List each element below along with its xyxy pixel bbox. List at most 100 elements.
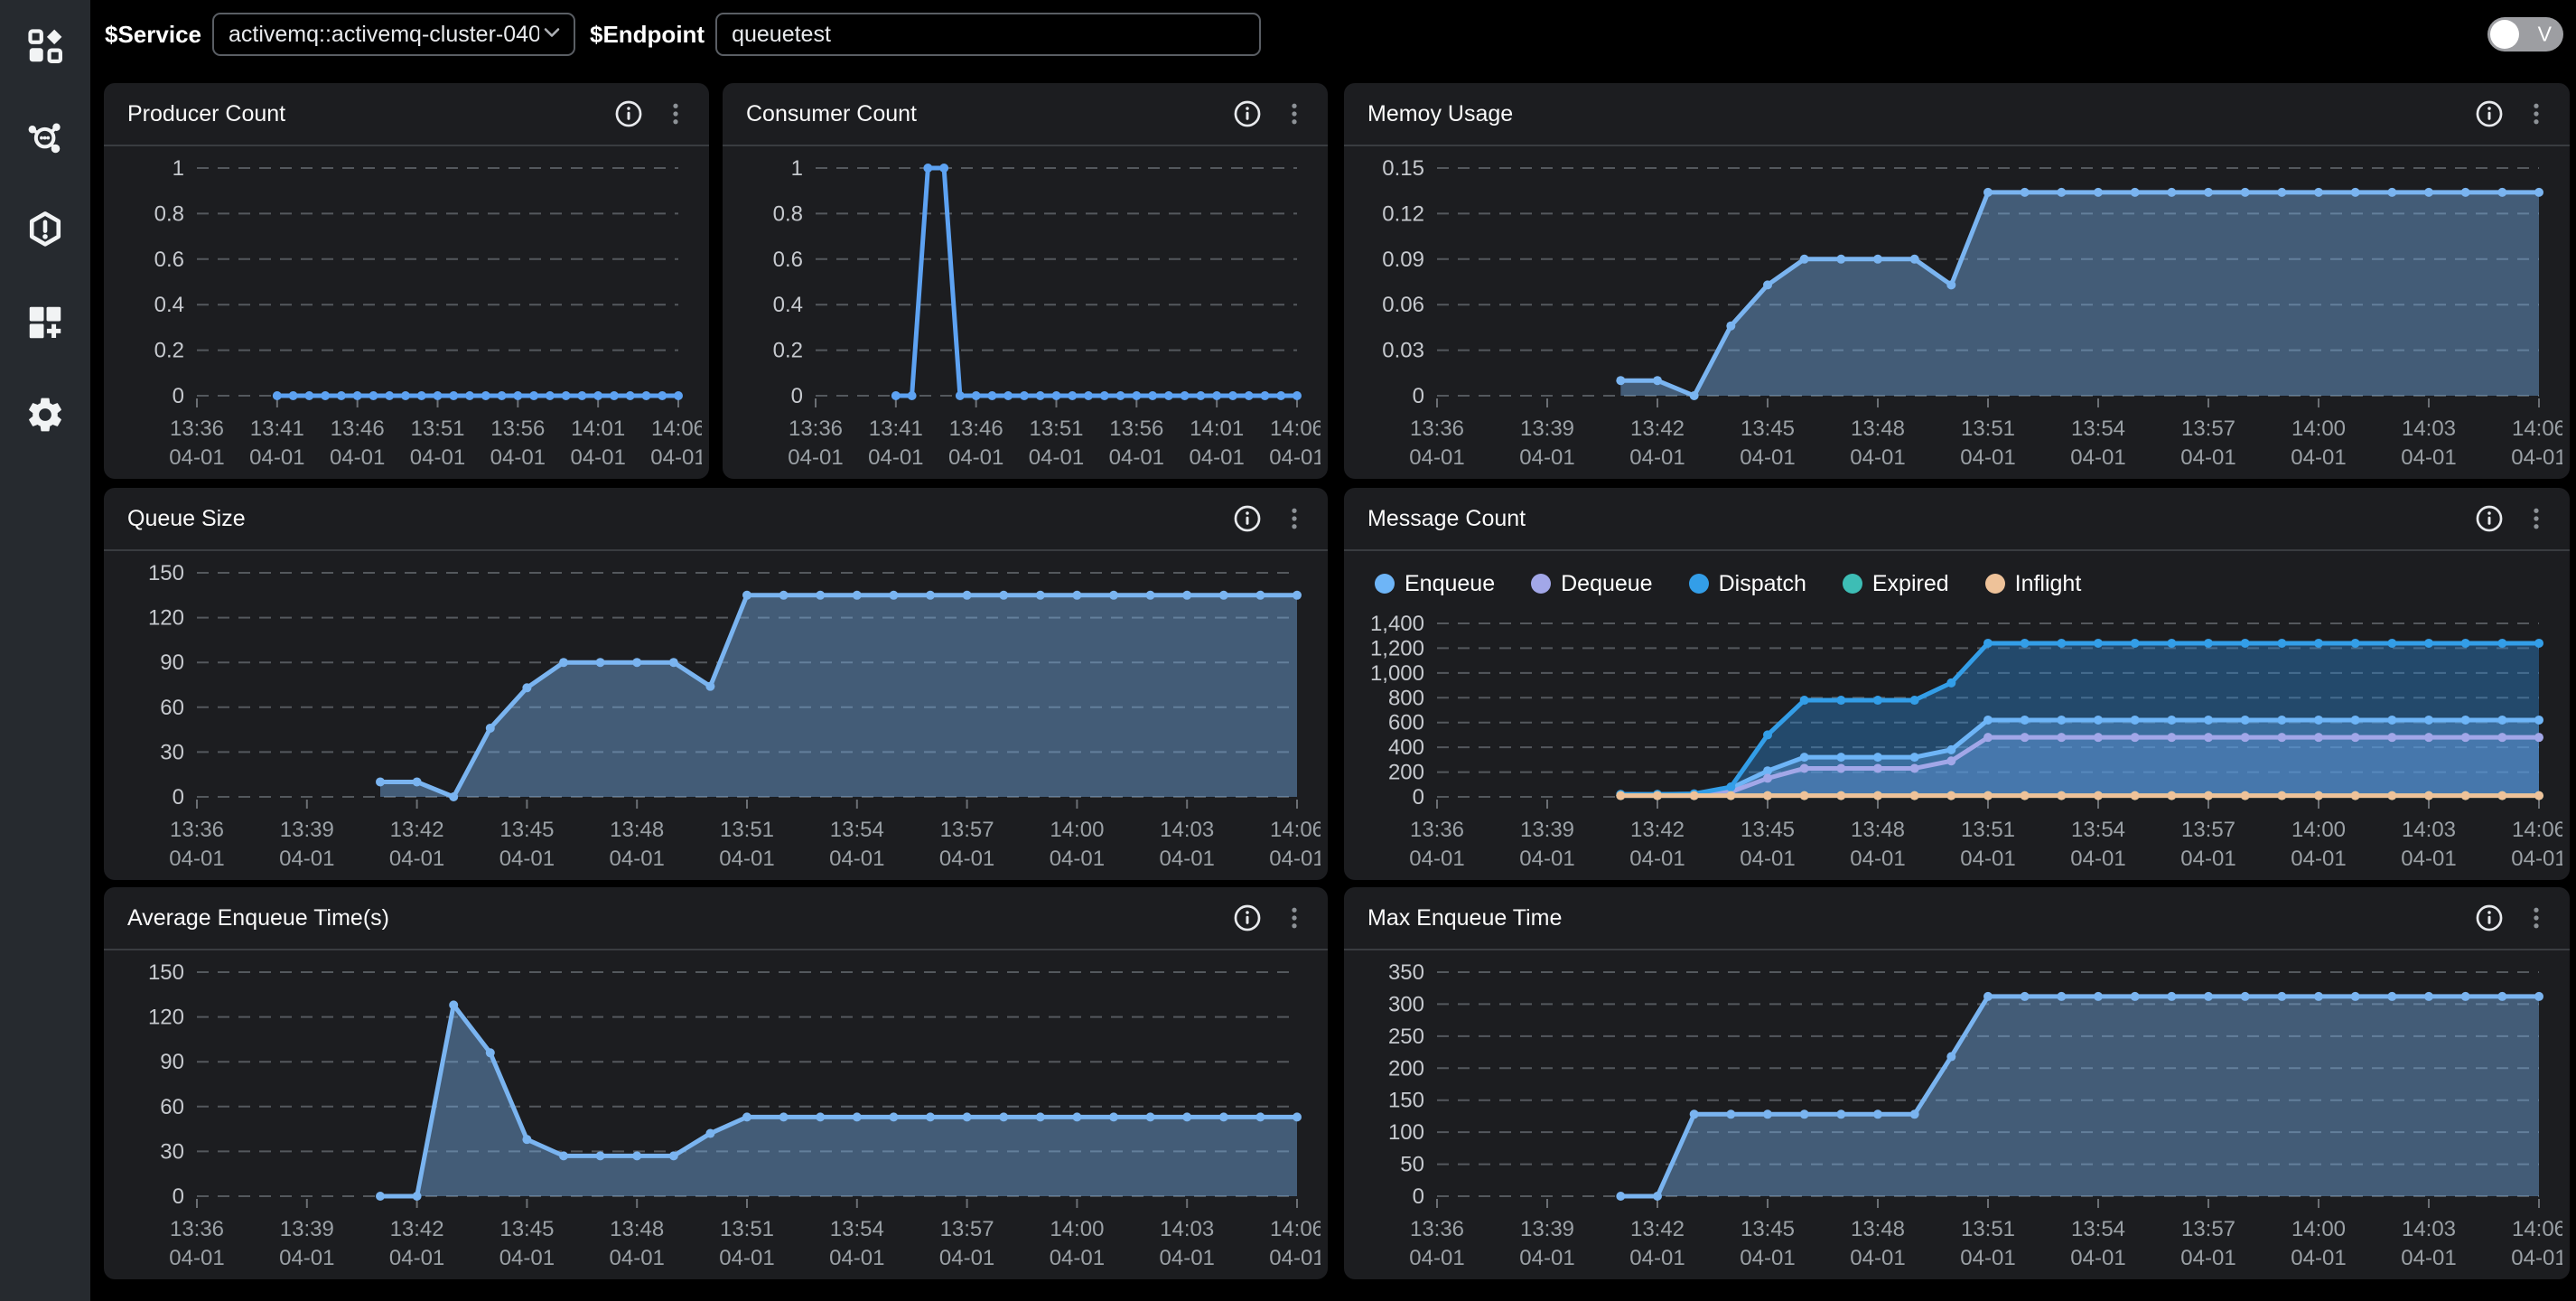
info-icon[interactable] (1232, 503, 1263, 534)
svg-text:0.6: 0.6 (773, 248, 803, 272)
svg-text:120: 120 (148, 606, 184, 631)
svg-text:13:42: 13:42 (1630, 417, 1685, 441)
svg-text:13:51: 13:51 (720, 818, 774, 842)
chart-average-enqueue-time: 0 30 60 90 120 150 13:36 04-01 13:39 04-01 13:42 04… (111, 952, 1325, 1274)
kebab-menu-icon[interactable] (2523, 505, 2550, 532)
svg-text:14:03: 14:03 (2402, 1217, 2456, 1241)
info-icon[interactable] (2474, 903, 2505, 933)
svg-text:13:57: 13:57 (940, 1217, 994, 1241)
svg-text:13:51: 13:51 (410, 417, 464, 441)
service-select[interactable]: activemq::activemq-cluster-040 (211, 13, 575, 56)
legend-item-expired[interactable]: Expired (1842, 571, 1949, 597)
svg-text:13:42: 13:42 (390, 818, 444, 842)
sidebar-item-alerts[interactable] (24, 210, 66, 251)
svg-text:13:54: 13:54 (2071, 417, 2125, 441)
svg-text:13:39: 13:39 (280, 818, 334, 842)
chart-producer-count: 0 0.2 0.4 0.6 0.8 1 13:36 04-01 13:41 04-01 13:46 0… (111, 148, 706, 473)
info-icon[interactable] (1232, 903, 1263, 933)
svg-text:04-01: 04-01 (2180, 1246, 2235, 1270)
service-select-value: activemq::activemq-cluster-040 (228, 21, 539, 47)
svg-text:04-01: 04-01 (2511, 1246, 2562, 1270)
svg-text:200: 200 (1388, 761, 1424, 785)
legend-dot (1688, 574, 1709, 594)
svg-text:0: 0 (791, 384, 803, 408)
svg-text:0.8: 0.8 (154, 201, 184, 226)
panel-header: Message Count (1344, 488, 2570, 551)
legend-dot (1984, 574, 2005, 594)
panel-header: Max Enqueue Time (1344, 887, 2570, 950)
svg-text:04-01: 04-01 (1189, 445, 1244, 470)
kebab-menu-icon[interactable] (662, 100, 689, 127)
svg-text:90: 90 (160, 650, 184, 675)
svg-text:50: 50 (1400, 1153, 1424, 1177)
svg-text:0.4: 0.4 (773, 293, 803, 317)
svg-text:13:54: 13:54 (2071, 1217, 2125, 1241)
svg-text:04-01: 04-01 (2511, 445, 2562, 470)
svg-text:04-01: 04-01 (279, 847, 334, 871)
svg-text:14:00: 14:00 (1050, 818, 1104, 842)
variables-toggle[interactable]: V (2487, 17, 2563, 51)
svg-text:1,000: 1,000 (1370, 661, 1424, 686)
svg-text:13:39: 13:39 (280, 1217, 334, 1241)
svg-text:04-01: 04-01 (948, 445, 1003, 470)
svg-text:13:51: 13:51 (1961, 417, 2015, 441)
kebab-menu-icon[interactable] (2523, 904, 2550, 931)
svg-text:13:46: 13:46 (949, 417, 1003, 441)
info-icon[interactable] (613, 98, 644, 129)
svg-text:150: 150 (148, 960, 184, 985)
svg-text:04-01: 04-01 (1740, 445, 1795, 470)
sidebar-item-service-map[interactable] (24, 117, 66, 159)
kebab-menu-icon[interactable] (1281, 904, 1308, 931)
panel-title: Message Count (1367, 505, 1526, 531)
svg-text:04-01: 04-01 (1740, 1246, 1795, 1270)
svg-text:13:56: 13:56 (1109, 417, 1163, 441)
svg-text:04-01: 04-01 (499, 1246, 555, 1270)
svg-text:04-01: 04-01 (2511, 847, 2562, 871)
svg-text:14:00: 14:00 (2291, 1217, 2346, 1241)
svg-text:04-01: 04-01 (2180, 445, 2235, 470)
legend-item-dispatch[interactable]: Dispatch (1688, 571, 1806, 597)
svg-text:04-01: 04-01 (570, 445, 625, 470)
svg-text:1: 1 (173, 156, 184, 181)
sidebar-item-settings[interactable] (24, 394, 66, 435)
svg-text:14:03: 14:03 (1160, 1217, 1214, 1241)
sidebar-item-dashboard[interactable] (24, 25, 66, 67)
svg-text:13:57: 13:57 (940, 818, 994, 842)
kebab-menu-icon[interactable] (1281, 100, 1308, 127)
legend-item-dequeue[interactable]: Dequeue (1531, 571, 1653, 597)
kebab-menu-icon[interactable] (1281, 505, 1308, 532)
svg-text:1: 1 (791, 156, 803, 181)
svg-text:04-01: 04-01 (1850, 445, 1905, 470)
svg-text:13:42: 13:42 (390, 1217, 444, 1241)
svg-text:04-01: 04-01 (1850, 847, 1905, 871)
kebab-menu-icon[interactable] (2523, 100, 2550, 127)
svg-text:04-01: 04-01 (2070, 847, 2125, 871)
svg-text:04-01: 04-01 (719, 1246, 774, 1270)
svg-text:14:00: 14:00 (2291, 818, 2346, 842)
svg-text:14:06: 14:06 (1270, 1217, 1321, 1241)
alert-hexagon-icon (24, 210, 66, 251)
svg-text:30: 30 (160, 740, 184, 764)
svg-text:14:03: 14:03 (2402, 417, 2456, 441)
svg-text:13:48: 13:48 (610, 1217, 664, 1241)
svg-text:100: 100 (1388, 1120, 1424, 1145)
svg-text:13:56: 13:56 (490, 417, 545, 441)
svg-text:13:57: 13:57 (2181, 818, 2235, 842)
chart-queue-size: 0 30 60 90 120 150 13:36 04-01 13:39 04-01 13:42 04… (111, 553, 1325, 875)
info-icon[interactable] (1232, 98, 1263, 129)
sidebar-item-add-panel[interactable] (24, 302, 66, 343)
info-icon[interactable] (2474, 98, 2505, 129)
panel-header: Producer Count (104, 83, 709, 146)
info-icon[interactable] (2474, 503, 2505, 534)
svg-text:13:36: 13:36 (789, 417, 843, 441)
svg-text:04-01: 04-01 (719, 847, 774, 871)
legend-item-enqueue[interactable]: Enqueue (1375, 571, 1495, 597)
legend-item-inflight[interactable]: Inflight (1984, 571, 2081, 597)
svg-text:600: 600 (1388, 711, 1424, 735)
svg-text:04-01: 04-01 (1160, 847, 1215, 871)
svg-text:04-01: 04-01 (1960, 445, 2015, 470)
panel-header: Consumer Count (723, 83, 1328, 146)
endpoint-input[interactable] (715, 13, 1262, 56)
svg-text:04-01: 04-01 (610, 847, 665, 871)
svg-text:150: 150 (1388, 1089, 1424, 1113)
